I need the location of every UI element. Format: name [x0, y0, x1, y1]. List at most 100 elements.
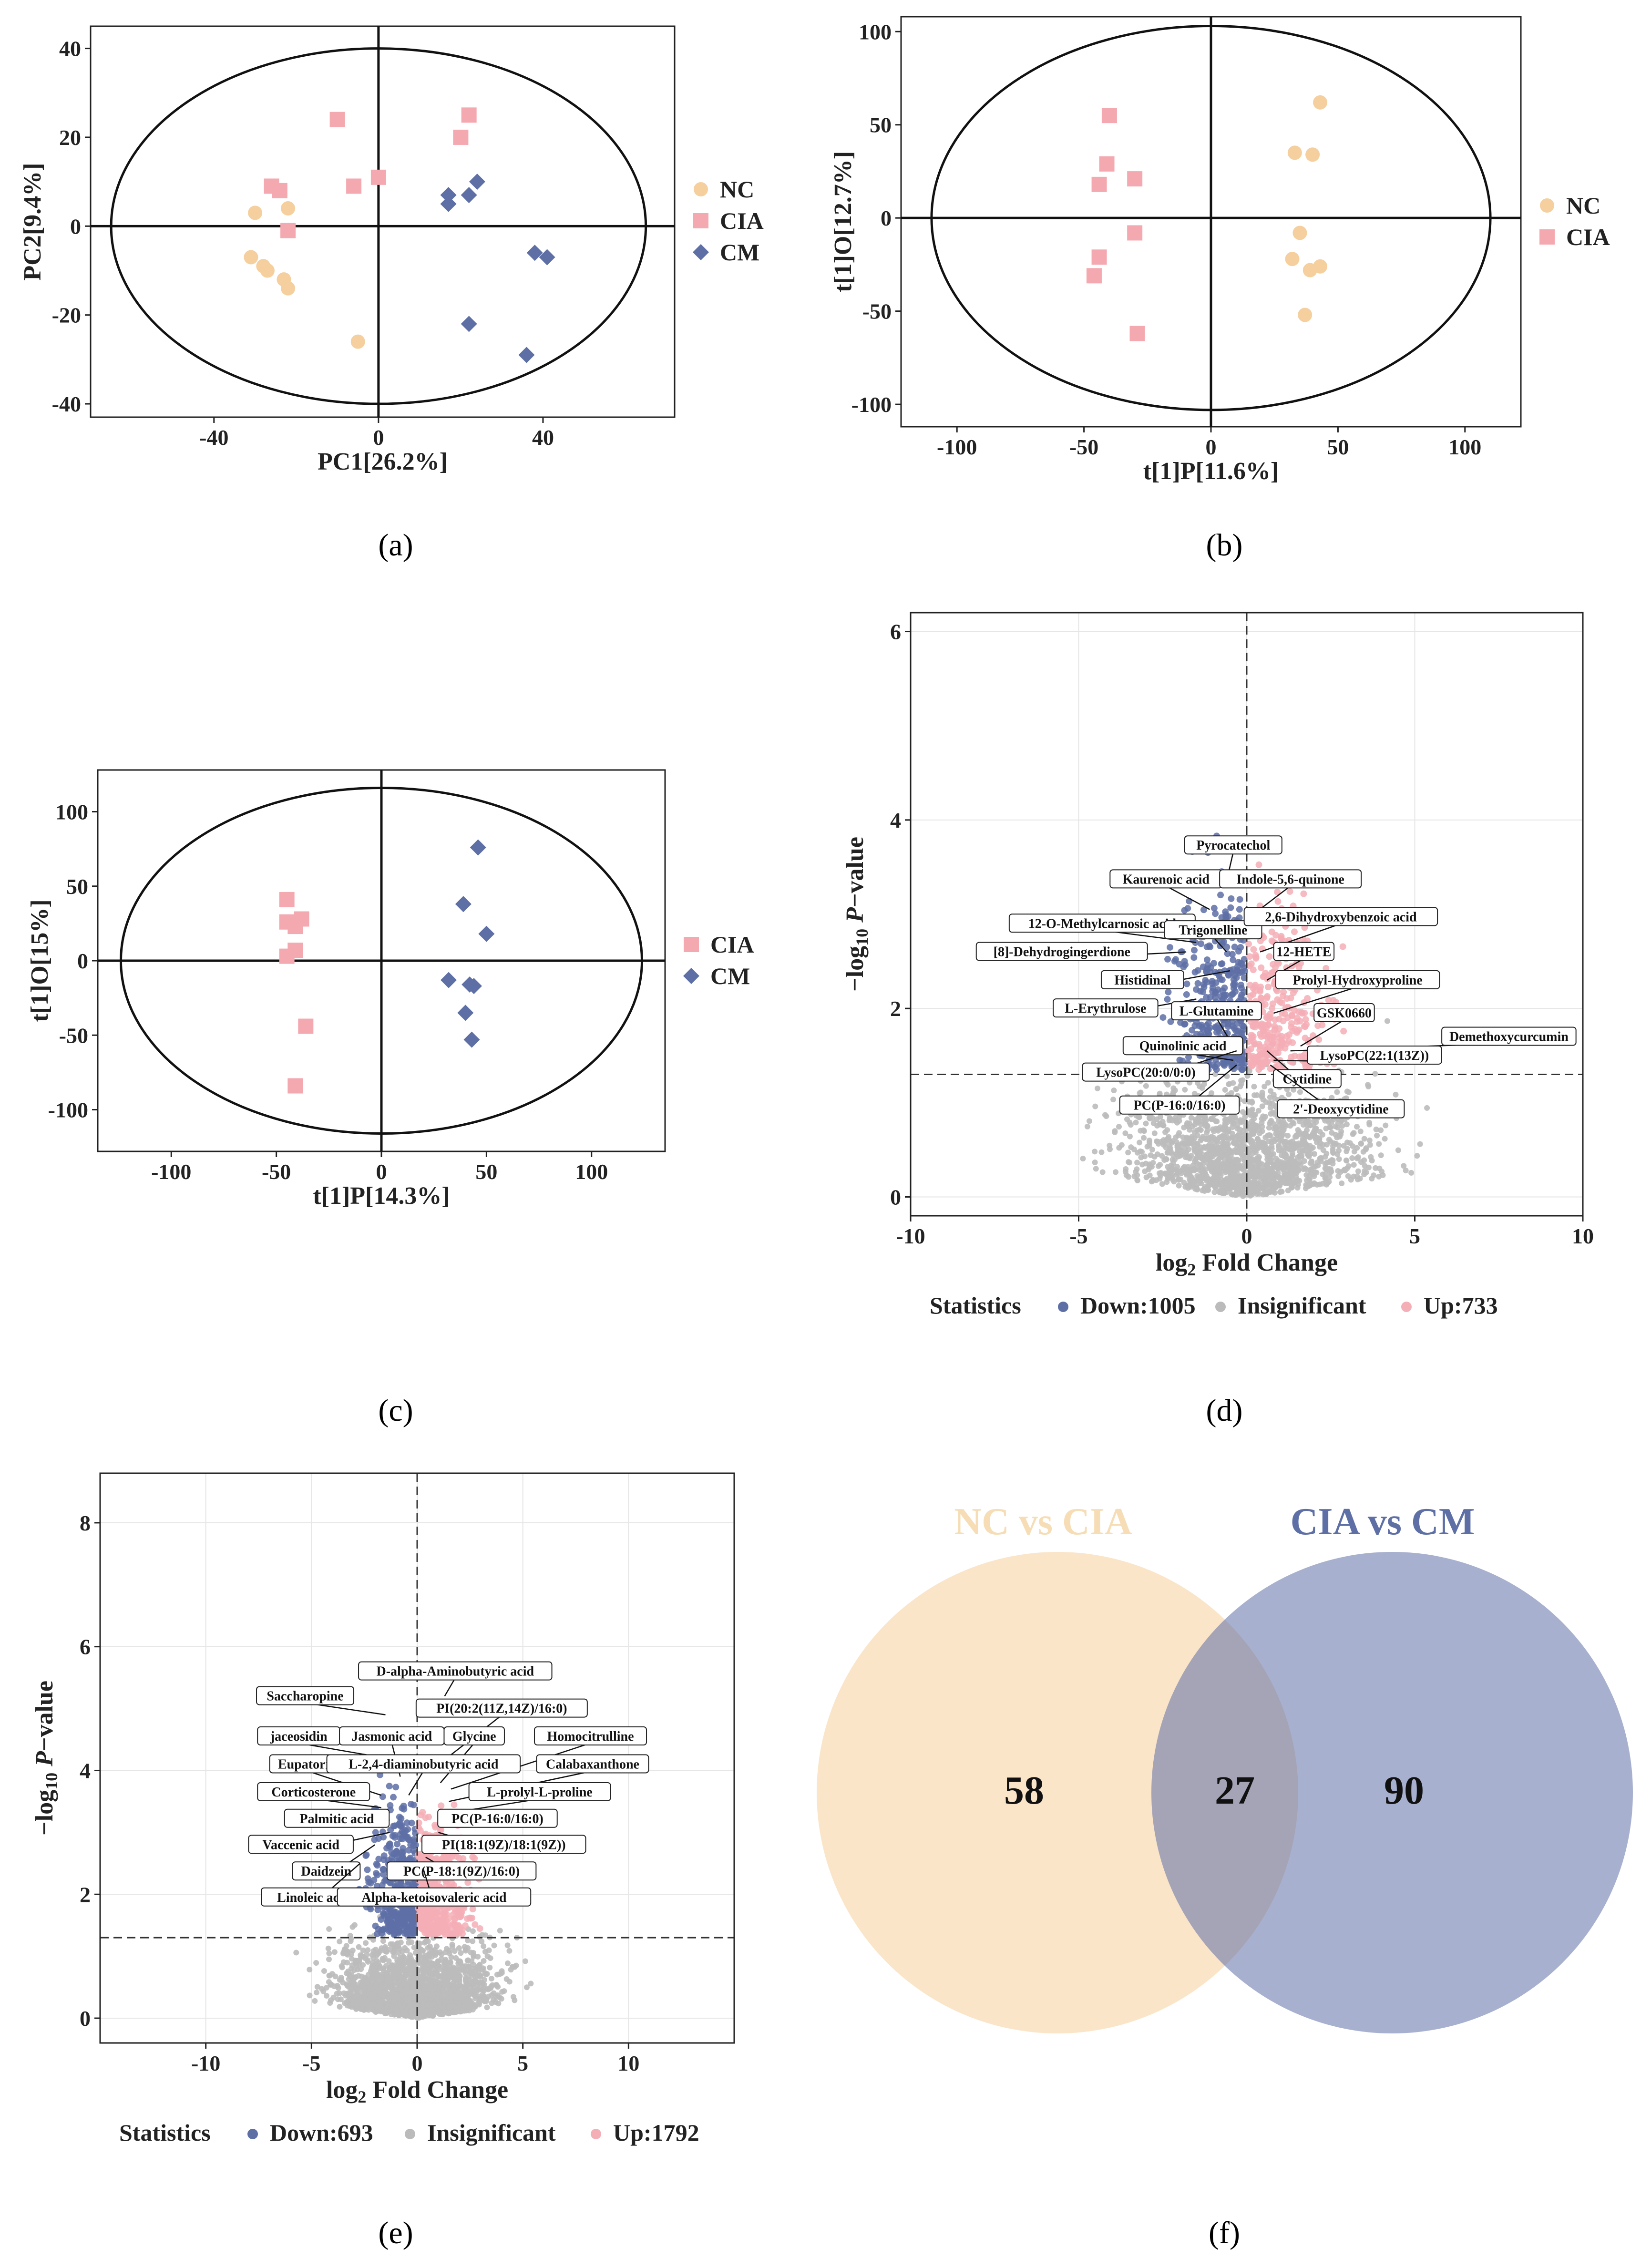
insignificant-point [433, 1988, 439, 1994]
insignificant-point [1126, 1159, 1132, 1165]
insignificant-point [1285, 1133, 1291, 1139]
x-tick-label: -40 [199, 425, 228, 450]
data-point-cm [465, 978, 482, 995]
insignificant-point [430, 2001, 436, 2008]
data-point-cia [346, 178, 362, 194]
y-tick-label: 0 [890, 1185, 901, 1209]
insignificant-point [1349, 1155, 1355, 1161]
up-point [1262, 1001, 1269, 1008]
insignificant-point [339, 1964, 345, 1970]
insignificant-point [1137, 1139, 1143, 1146]
insignificant-point [427, 1997, 433, 2003]
insignificant-point [439, 1994, 445, 2001]
x-tick-label: 0 [1206, 435, 1217, 459]
up-point [1250, 991, 1257, 998]
insignificant-point [344, 1982, 350, 1989]
insignificant-point [318, 1986, 325, 1992]
up-point [1278, 1033, 1285, 1040]
insignificant-point [1312, 1151, 1318, 1157]
insignificant-point [479, 1932, 485, 1938]
insignificant-point [1187, 1139, 1193, 1146]
insignificant-point [426, 2012, 432, 2018]
insignificant-point [1358, 1140, 1364, 1147]
metabolite-label: Quinolinic acid [1139, 1039, 1227, 1054]
down-point [390, 1794, 397, 1801]
up-point [1255, 861, 1262, 868]
data-point-cm [441, 972, 457, 988]
data-point-cia [329, 112, 345, 127]
insignificant-point [488, 1976, 494, 1982]
insignificant-point [1339, 1180, 1345, 1187]
y-axis-label: PC2[9.4%] [19, 163, 46, 281]
insignificant-point [1174, 1164, 1180, 1170]
insignificant-point [1134, 1160, 1140, 1166]
down-point [1181, 958, 1188, 965]
insignificant-point [1191, 1159, 1198, 1165]
data-point-cia [1091, 249, 1107, 265]
insignificant-point [441, 1988, 447, 1994]
data-point-cm [440, 195, 457, 212]
down-point [1193, 986, 1200, 993]
insignificant-point [1133, 1119, 1139, 1126]
insignificant-point [449, 1971, 455, 1977]
insignificant-point [426, 1950, 432, 1957]
down-point [1221, 993, 1228, 1000]
insignificant-point [1154, 1116, 1160, 1122]
insignificant-point [1326, 1137, 1332, 1143]
down-point [388, 1849, 395, 1856]
insignificant-point [1162, 1129, 1169, 1135]
up-point [1258, 1050, 1265, 1057]
insignificant-point [1150, 1160, 1156, 1166]
insignificant-point [504, 1942, 511, 1949]
legend-label-nc: NC [720, 176, 754, 203]
up-point [1302, 1016, 1309, 1023]
insignificant-point [487, 1964, 493, 1970]
insignificant-point [413, 1995, 420, 2001]
x-axis-label: t[1]P[11.6%] [1143, 458, 1279, 485]
up-point [1245, 940, 1252, 947]
data-point-cm [470, 839, 486, 856]
insignificant-point [1194, 1119, 1200, 1126]
metabolite-label: 12-O-Methylcarnosic acid [1028, 916, 1177, 931]
insignificant-point [1253, 1168, 1260, 1174]
insignificant-point [1160, 1142, 1167, 1148]
insignificant-point [1092, 1159, 1098, 1165]
data-point-cia [1127, 171, 1143, 187]
insignificant-point [337, 2004, 343, 2010]
up-point [1274, 898, 1282, 905]
insignificant-point [513, 1962, 519, 1969]
insignificant-point [1216, 1189, 1222, 1195]
insignificant-point [1276, 1142, 1282, 1149]
y-axis-label: −log10 P−value [841, 837, 872, 992]
insignificant-point [1251, 1116, 1257, 1122]
up-point [1294, 1027, 1301, 1035]
insignificant-point [1146, 1166, 1152, 1172]
insignificant-point [1265, 1147, 1272, 1153]
insignificant-point [1417, 1141, 1423, 1147]
data-point-cia [279, 948, 295, 964]
insignificant-point [1278, 1119, 1284, 1125]
down-point [1228, 895, 1235, 902]
insignificant-point [1137, 1090, 1143, 1096]
insignificant-point [1297, 1089, 1303, 1095]
insignificant-point [1341, 1143, 1347, 1149]
insignificant-point [460, 2001, 466, 2007]
insignificant-point [1278, 1126, 1284, 1132]
insignificant-point [293, 1950, 299, 1956]
insignificant-point [448, 1954, 454, 1960]
insignificant-point [1305, 1183, 1312, 1189]
metabolite-label: 2'-Deoxycytidine [1293, 1102, 1389, 1117]
insignificant-point [371, 2001, 377, 2008]
insignificant-point [1116, 1124, 1122, 1130]
insignificant-point [1248, 1180, 1254, 1186]
insignificant-point [484, 2004, 490, 2011]
insignificant-point [447, 1959, 453, 1965]
insignificant-point [456, 1969, 462, 1975]
insignificant-point [1296, 1129, 1303, 1135]
panel-b-opls-plot-nc-cia: -100 -50 0 50 100-100-50050100t[1]P[11.6%]t[… [830, 16, 1610, 485]
insignificant-point [477, 1972, 483, 1979]
insignificant-point [1248, 1132, 1254, 1138]
legend-marker-cm [683, 968, 699, 984]
insignificant-point [1226, 1129, 1232, 1135]
